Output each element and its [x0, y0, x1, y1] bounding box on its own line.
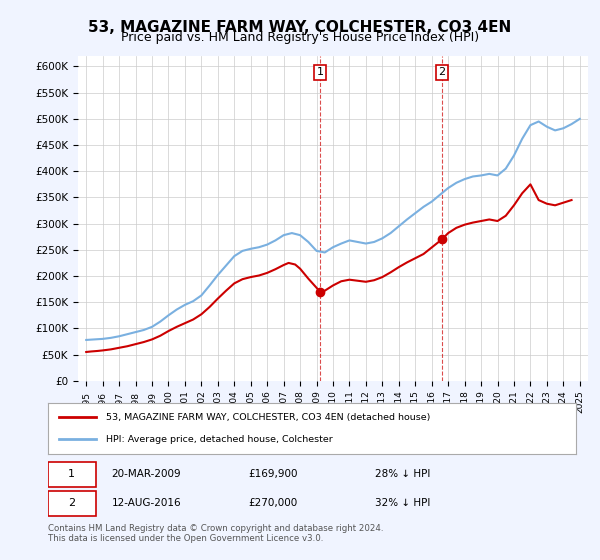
Text: HPI: Average price, detached house, Colchester: HPI: Average price, detached house, Colc…: [106, 435, 333, 444]
Text: £169,900: £169,900: [248, 469, 298, 479]
Text: Price paid vs. HM Land Registry's House Price Index (HPI): Price paid vs. HM Land Registry's House …: [121, 31, 479, 44]
Text: 20-MAR-2009: 20-MAR-2009: [112, 469, 181, 479]
FancyBboxPatch shape: [48, 491, 95, 516]
Text: 2: 2: [68, 498, 76, 508]
FancyBboxPatch shape: [48, 462, 95, 487]
Text: 28% ↓ HPI: 28% ↓ HPI: [376, 469, 431, 479]
Text: 1: 1: [317, 67, 323, 77]
Text: Contains HM Land Registry data © Crown copyright and database right 2024.
This d: Contains HM Land Registry data © Crown c…: [48, 524, 383, 543]
Text: 12-AUG-2016: 12-AUG-2016: [112, 498, 181, 508]
Text: 53, MAGAZINE FARM WAY, COLCHESTER, CO3 4EN (detached house): 53, MAGAZINE FARM WAY, COLCHESTER, CO3 4…: [106, 413, 430, 422]
Text: 32% ↓ HPI: 32% ↓ HPI: [376, 498, 431, 508]
Text: £270,000: £270,000: [248, 498, 298, 508]
Text: 53, MAGAZINE FARM WAY, COLCHESTER, CO3 4EN: 53, MAGAZINE FARM WAY, COLCHESTER, CO3 4…: [88, 20, 512, 35]
Text: 1: 1: [68, 469, 75, 479]
Text: 2: 2: [439, 67, 445, 77]
